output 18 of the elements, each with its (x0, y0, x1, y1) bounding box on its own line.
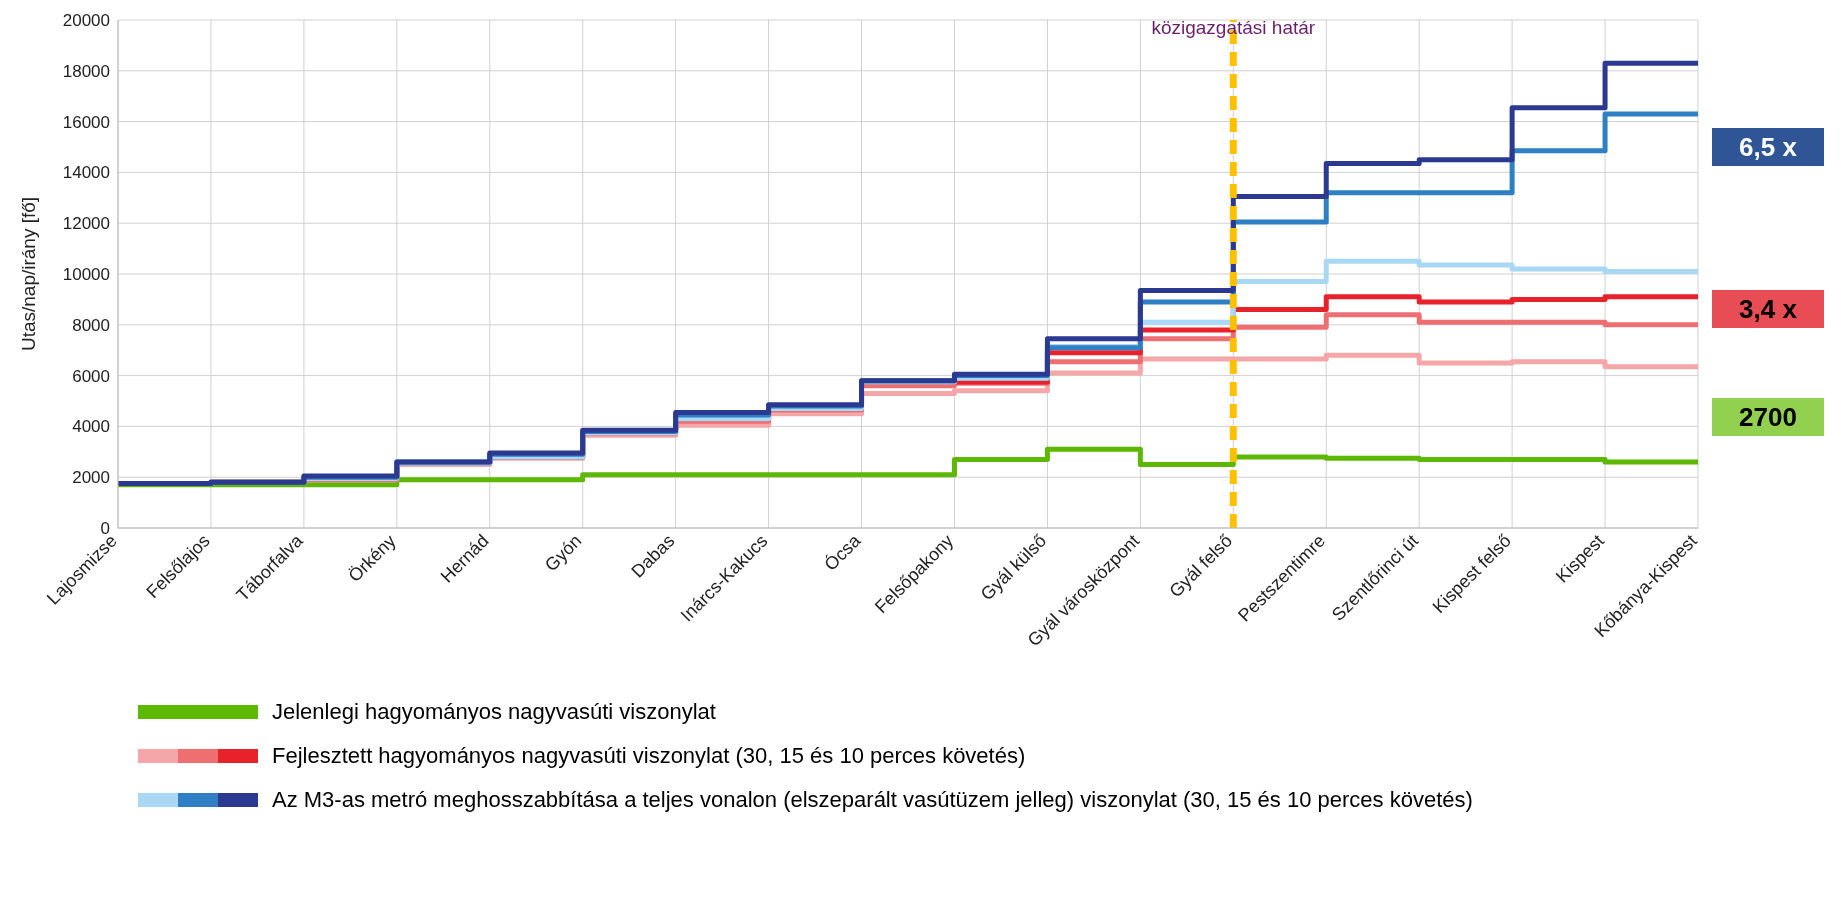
text: 2700 (1712, 398, 1824, 436)
legend-label: Jelenlegi hagyományos nagyvasúti viszonylat (272, 699, 716, 725)
y-tick-label: 10000 (62, 265, 110, 285)
y-tick-label: 18000 (62, 61, 110, 81)
y-tick-label: 16000 (62, 112, 110, 132)
y-tick-label: 14000 (62, 163, 110, 183)
text: 6,5 x (1712, 128, 1824, 166)
y-tick-label: 6000 (72, 366, 110, 386)
text: 3,4 x (1712, 290, 1824, 328)
y-tick-label: 12000 (62, 214, 110, 234)
legend-label: Az M3-as metró meghosszabbítása a teljes vonalon (elszeparált vasútüzem jelleg) viszonylat (30, 15 és 10 perces követés) (272, 787, 1473, 813)
y-axis-title: Utas/nap/irány [fő] (17, 196, 39, 352)
ref-line-label: közigazgatási határ (1151, 17, 1316, 38)
y-tick-label: 2000 (72, 468, 110, 488)
y-tick-label: 20000 (62, 11, 110, 31)
legend-label: Fejlesztett hagyományos nagyvasúti viszonylat (30, 15 és 10 perces követés) (272, 743, 1026, 769)
y-tick-label: 4000 (72, 417, 110, 437)
y-tick-label: 8000 (72, 315, 110, 335)
